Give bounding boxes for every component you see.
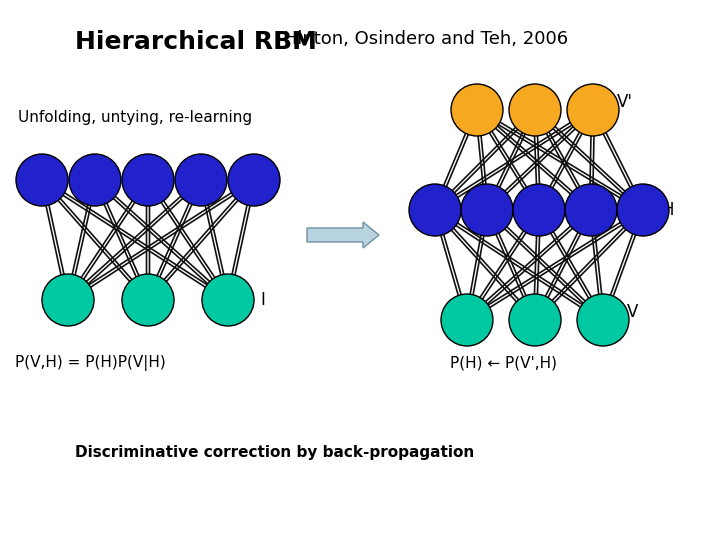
Text: H: H [661,201,673,219]
FancyArrow shape [307,222,379,248]
Text: V: V [627,303,639,321]
Ellipse shape [16,154,68,206]
Text: Discriminative correction by back-propagation: Discriminative correction by back-propag… [75,445,474,460]
Ellipse shape [565,184,617,236]
Ellipse shape [509,84,561,136]
Ellipse shape [122,274,174,326]
Ellipse shape [122,154,174,206]
Ellipse shape [513,184,565,236]
Ellipse shape [441,294,493,346]
Ellipse shape [228,154,280,206]
Ellipse shape [509,294,561,346]
Text: P(H) ← P(V',H): P(H) ← P(V',H) [450,355,557,370]
Ellipse shape [577,294,629,346]
Ellipse shape [451,84,503,136]
Ellipse shape [567,84,619,136]
Text: Hinton, Osindero and Teh, 2006: Hinton, Osindero and Teh, 2006 [278,30,568,48]
Ellipse shape [617,184,669,236]
Ellipse shape [69,154,121,206]
Ellipse shape [175,154,227,206]
Text: Unfolding, untying, re-learning: Unfolding, untying, re-learning [18,110,252,125]
Ellipse shape [202,274,254,326]
Text: Hierarchical RBM: Hierarchical RBM [75,30,317,54]
Ellipse shape [409,184,461,236]
Text: P(V,H) = P(H)P(V|H): P(V,H) = P(H)P(V|H) [15,355,166,371]
Ellipse shape [42,274,94,326]
Text: V': V' [617,93,633,111]
Ellipse shape [461,184,513,236]
Text: I: I [260,291,265,309]
